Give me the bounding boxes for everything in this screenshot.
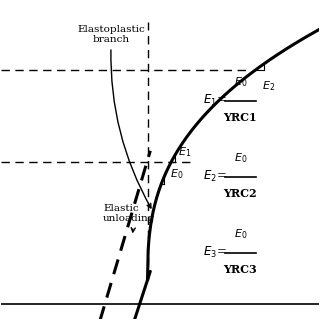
Text: $\mathit{E}_1$: $\mathit{E}_1$ <box>178 145 191 159</box>
Text: $\mathit{E}_0$: $\mathit{E}_0$ <box>234 227 247 241</box>
Text: $\mathit{E}_0$: $\mathit{E}_0$ <box>170 167 184 180</box>
Text: Elastic uniaxial
compression: Elastic uniaxial compression <box>0 319 1 320</box>
Text: $\mathit{E}_2$=: $\mathit{E}_2$= <box>203 169 227 184</box>
Text: YRC3: YRC3 <box>223 264 257 275</box>
Text: $\mathit{E}_2$: $\mathit{E}_2$ <box>262 79 275 93</box>
Text: Elastic
unloading: Elastic unloading <box>103 204 156 232</box>
Text: YRC2: YRC2 <box>224 188 257 199</box>
Text: $\mathit{E}_1$=: $\mathit{E}_1$= <box>203 93 227 108</box>
Text: $\mathit{E}_0$: $\mathit{E}_0$ <box>234 76 247 89</box>
Text: Elastoplastic
branch: Elastoplastic branch <box>78 25 151 208</box>
Text: YRC1: YRC1 <box>224 112 257 124</box>
Text: $\mathit{E}_0$: $\mathit{E}_0$ <box>234 151 247 165</box>
Text: $\mathit{E}_3$=: $\mathit{E}_3$= <box>203 245 227 260</box>
